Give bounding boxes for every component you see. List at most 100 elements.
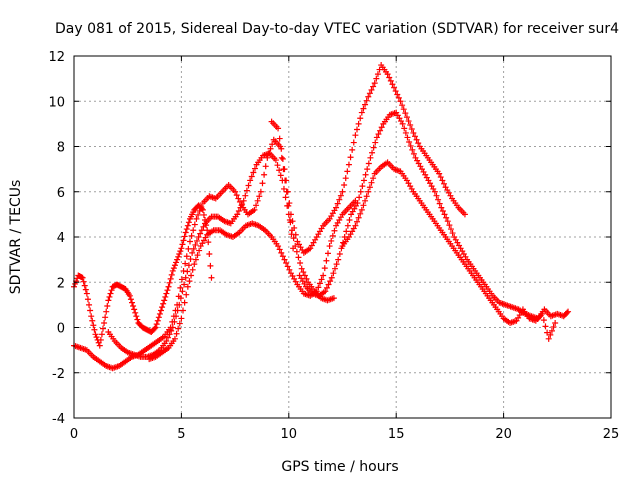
data-point — [173, 330, 180, 337]
data-point — [391, 84, 398, 91]
data-point — [441, 211, 448, 218]
data-point — [283, 177, 290, 184]
data-point — [159, 304, 166, 311]
data-point — [321, 265, 328, 272]
data-point — [177, 295, 184, 302]
data-point — [402, 110, 409, 117]
data-point — [352, 222, 359, 229]
data-point — [80, 278, 87, 285]
x-tick-label: 5 — [177, 427, 185, 442]
y-tick-label: -4 — [52, 412, 65, 427]
data-point — [360, 105, 367, 112]
data-point — [291, 224, 298, 231]
data-point — [350, 139, 357, 146]
data-point — [183, 253, 190, 260]
data-point — [175, 253, 182, 260]
data-point — [182, 260, 189, 267]
data-point — [278, 145, 285, 152]
x-tick-label: 10 — [281, 427, 298, 442]
data-point — [344, 222, 351, 229]
data-point — [384, 71, 391, 78]
data-point — [88, 313, 95, 320]
data-point — [259, 180, 266, 187]
data-point — [256, 193, 263, 200]
data-point — [254, 197, 261, 204]
data-point — [372, 139, 379, 146]
data-point — [405, 118, 412, 125]
data-point — [347, 154, 354, 161]
data-point — [370, 83, 377, 90]
data-point — [282, 194, 289, 201]
data-point — [408, 125, 415, 132]
data-point — [354, 200, 361, 207]
data-point — [392, 88, 399, 95]
data-point — [436, 170, 443, 177]
data-point — [280, 185, 287, 192]
data-point — [170, 265, 177, 272]
data-point — [284, 188, 291, 195]
data-point — [353, 126, 360, 133]
data-point — [544, 329, 551, 336]
data-point — [274, 162, 281, 169]
data-point — [323, 284, 330, 291]
y-tick-label: 10 — [48, 95, 65, 110]
data-point — [563, 309, 570, 316]
data-point — [292, 243, 299, 250]
data-point — [328, 274, 335, 281]
data-point — [89, 317, 96, 324]
data-point — [190, 227, 197, 234]
data-point — [293, 248, 300, 255]
data-point — [346, 217, 353, 224]
data-point — [235, 207, 242, 214]
data-point — [261, 171, 268, 178]
data-point — [106, 293, 113, 300]
data-point — [353, 218, 360, 225]
data-point — [178, 315, 185, 322]
data-point — [93, 334, 100, 341]
data-point — [440, 180, 447, 187]
data-point — [325, 281, 332, 288]
data-point — [278, 154, 285, 161]
data-point — [342, 175, 349, 182]
x-tick-label: 15 — [388, 427, 405, 442]
plot-area — [71, 62, 572, 372]
data-point — [233, 192, 240, 199]
data-point — [154, 317, 161, 324]
data-point — [364, 166, 371, 173]
data-point — [295, 254, 302, 261]
data-point — [176, 301, 183, 308]
data-point — [176, 320, 183, 327]
data-point — [79, 274, 86, 281]
data-point — [326, 243, 333, 250]
data-point — [107, 290, 114, 297]
data-point — [181, 233, 188, 240]
data-point — [373, 75, 380, 82]
data-point — [187, 256, 194, 263]
data-point — [279, 155, 286, 162]
data-point — [362, 101, 369, 108]
data-point — [436, 200, 443, 207]
data-point — [298, 265, 305, 272]
data-point — [171, 262, 178, 269]
data-point — [386, 74, 393, 81]
data-point — [276, 135, 283, 142]
data-point — [281, 166, 288, 173]
data-point — [461, 211, 468, 218]
data-point — [290, 235, 297, 242]
data-point — [191, 261, 198, 268]
data-point — [341, 181, 348, 188]
data-point — [439, 207, 446, 214]
data-point — [134, 316, 141, 323]
data-point — [365, 160, 372, 167]
data-point — [281, 256, 288, 263]
data-point — [267, 145, 274, 152]
grid — [74, 56, 611, 418]
data-point — [550, 323, 557, 330]
data-point — [275, 243, 282, 250]
data-point — [415, 140, 422, 147]
data-point — [184, 222, 191, 229]
data-point — [328, 237, 335, 244]
data-point — [180, 237, 187, 244]
data-point — [548, 327, 555, 334]
data-point — [389, 81, 396, 88]
